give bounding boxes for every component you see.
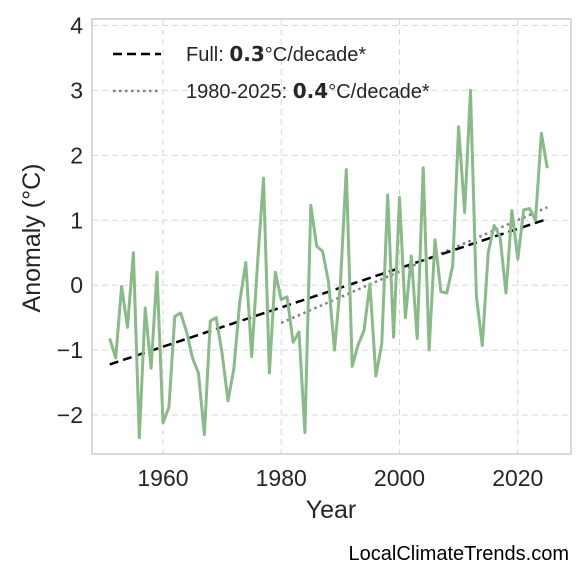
- axes-frame: [91, 18, 572, 455]
- legend-full-suffix: °C/decade*: [265, 44, 367, 66]
- grid: [92, 19, 571, 454]
- legend-full-rate: 0.3: [229, 42, 264, 66]
- source-footer: LocalClimateTrends.com: [348, 543, 569, 565]
- x-axis-label: Year: [306, 496, 357, 524]
- y-axis-label: Anomaly (°C): [18, 164, 46, 313]
- legend-recent-rate: 0.4: [293, 79, 328, 103]
- recent-trend-line: [280, 206, 548, 324]
- legend-recent-trend-label: 1980-2025: 0.4°C/decade*: [186, 79, 430, 103]
- anomaly-series-line: [108, 88, 549, 440]
- legend-recent-suffix: °C/decade*: [328, 81, 430, 103]
- y-tick-label: −2: [57, 402, 83, 428]
- legend-full-prefix: Full:: [186, 44, 229, 66]
- x-tick-label: 2020: [492, 465, 543, 491]
- y-tick-label: 3: [70, 77, 83, 103]
- y-tick-label: 4: [70, 12, 83, 38]
- legend-full-trend-label: Full: 0.3°C/decade*: [186, 42, 366, 66]
- data-series: [108, 88, 549, 440]
- y-tick-label: 0: [70, 272, 83, 298]
- y-tick-labels: −2 −1 0 1 2 3 4: [57, 12, 83, 428]
- y-tick-label: 2: [70, 142, 83, 168]
- legend: Full: 0.3°C/decade* 1980-2025: 0.4°C/dec…: [113, 42, 430, 103]
- y-tick-label: −1: [57, 337, 83, 363]
- x-tick-label: 1980: [256, 465, 307, 491]
- y-tick-label: 1: [70, 207, 83, 233]
- x-tick-label: 1960: [137, 465, 188, 491]
- x-tick-label: 2000: [374, 465, 425, 491]
- x-tick-labels: 1960 1980 2000 2020: [137, 465, 543, 491]
- legend-recent-prefix: 1980-2025:: [186, 81, 293, 103]
